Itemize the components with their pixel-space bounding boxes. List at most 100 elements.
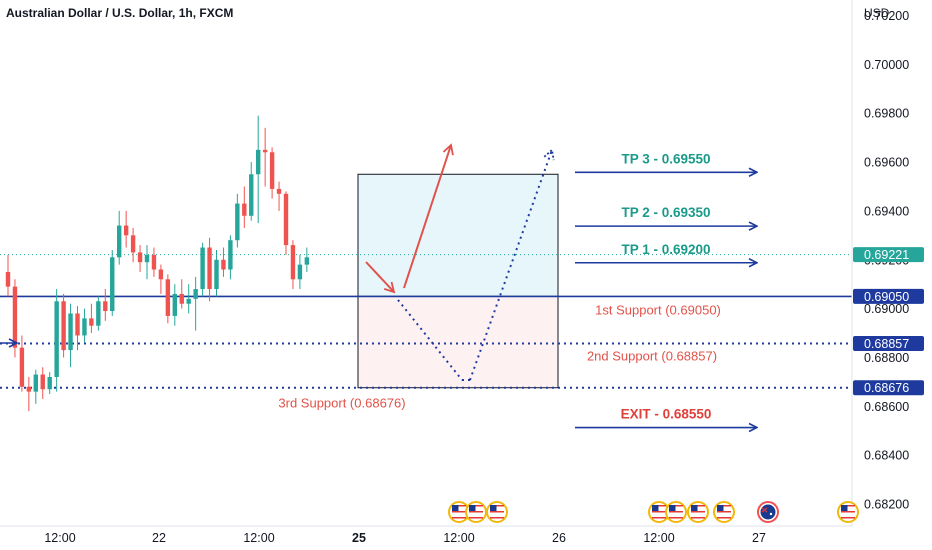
event-icons[interactable] [448,501,859,523]
candle [61,293,66,358]
flag-stripe [452,514,466,516]
flag-stripe [691,508,705,510]
time-tick-label: 27 [752,531,766,545]
support-label-2: 2nd Support (0.68857) [587,349,717,364]
flag-stripe [469,517,483,519]
flag-stripe [717,505,731,507]
price-tag: 0.69050 [853,288,924,304]
candle-body [269,152,275,189]
candle [214,249,219,297]
flag-stripe [669,508,683,510]
price-tag-bg [853,247,924,263]
candle-body [54,301,59,377]
candle [33,369,38,404]
target-label-4: EXIT - 0.68550 [621,407,712,422]
candle [165,274,171,324]
us-flag-icon[interactable] [448,501,470,523]
flag-canton [717,505,724,511]
candle-body [117,225,122,258]
candle [283,191,289,255]
price-axis[interactable]: 0.70200 0.70000 0.69800 0.69600 0.69400 0.692… [851,0,924,526]
flag-stripe [452,508,466,510]
candle [200,242,205,297]
candle-body [96,301,101,326]
flag-canton [841,505,848,511]
flag-stripe [691,511,705,513]
candle-body [19,347,25,387]
candle [158,264,164,294]
price-tag-bg [853,336,924,352]
candle [262,127,268,187]
candle-body [283,193,289,246]
flag-stripe [691,505,705,507]
time-tick-label: 12:00 [443,531,474,545]
price-tag-bg [853,288,924,304]
candle-body [228,240,233,270]
candle [256,115,261,224]
dotted-path-down [397,299,463,381]
flag-stripe [652,517,666,519]
price-tick-label: 0.68400 [864,449,909,463]
candle-body [33,374,38,392]
red-arrow-down [365,261,396,294]
candle [297,254,303,290]
candle-body [207,247,212,290]
target-label-2: TP 2 - 0.69350 [621,205,710,220]
flag-stripe [490,517,504,519]
red-arrow-up [403,143,454,289]
us-flag-icon[interactable] [837,501,859,523]
candle-body [89,318,94,326]
candle-body [221,259,226,270]
au-flag-icon[interactable] [757,501,779,523]
flag-stripe [717,511,731,513]
target-label-1: TP 3 - 0.69550 [621,151,710,166]
flag-stripe [717,508,731,510]
candle-body [130,235,136,253]
candle [130,227,136,263]
time-axis[interactable]: 12:00 22 12:00 25 12:00 26 12:00 27 [0,525,852,545]
drawings [0,143,555,381]
time-tick-label: 12:00 [44,531,75,545]
us-flag-icon[interactable] [687,501,709,523]
candle [228,235,233,280]
time-tick-label: 25 [352,531,366,545]
candle-body [200,247,205,290]
flag-cross [761,507,768,513]
price-tick-label: 0.69000 [864,302,909,316]
price-tag-label: 0.69050 [864,290,909,304]
candle [110,249,115,316]
flag-stripe [691,517,705,519]
candle [117,210,122,265]
candle [144,245,150,280]
candle [186,284,191,314]
flag-stripe [841,517,855,519]
flag-stripe [841,514,855,516]
candle-body [12,286,18,348]
position-zones [357,173,559,389]
flag-stripe [717,517,731,519]
candle-body [297,264,303,280]
us-flag-icon[interactable] [713,501,735,523]
flag-canton [469,505,476,511]
price-tag: 0.69221 [853,247,924,262]
candle-body [26,386,32,392]
candle-body [68,313,73,351]
candle-body [304,257,310,265]
price-tick-label: 0.68200 [864,498,909,512]
price-tag-label: 0.68857 [864,337,909,351]
candle-body [165,279,171,316]
price-tag-bg [853,380,924,396]
candle-body [61,301,66,351]
candle [68,303,73,368]
candle [137,245,143,272]
flag-stripe [490,511,504,513]
candle [193,276,198,331]
price-tick-label: 0.69800 [864,107,909,121]
us-flag-icon[interactable] [665,501,687,523]
candle [172,284,177,326]
us-flag-icon[interactable] [486,501,508,523]
us-flag-icon[interactable] [465,501,487,523]
candle-body [5,271,11,287]
candle-body [47,376,52,390]
